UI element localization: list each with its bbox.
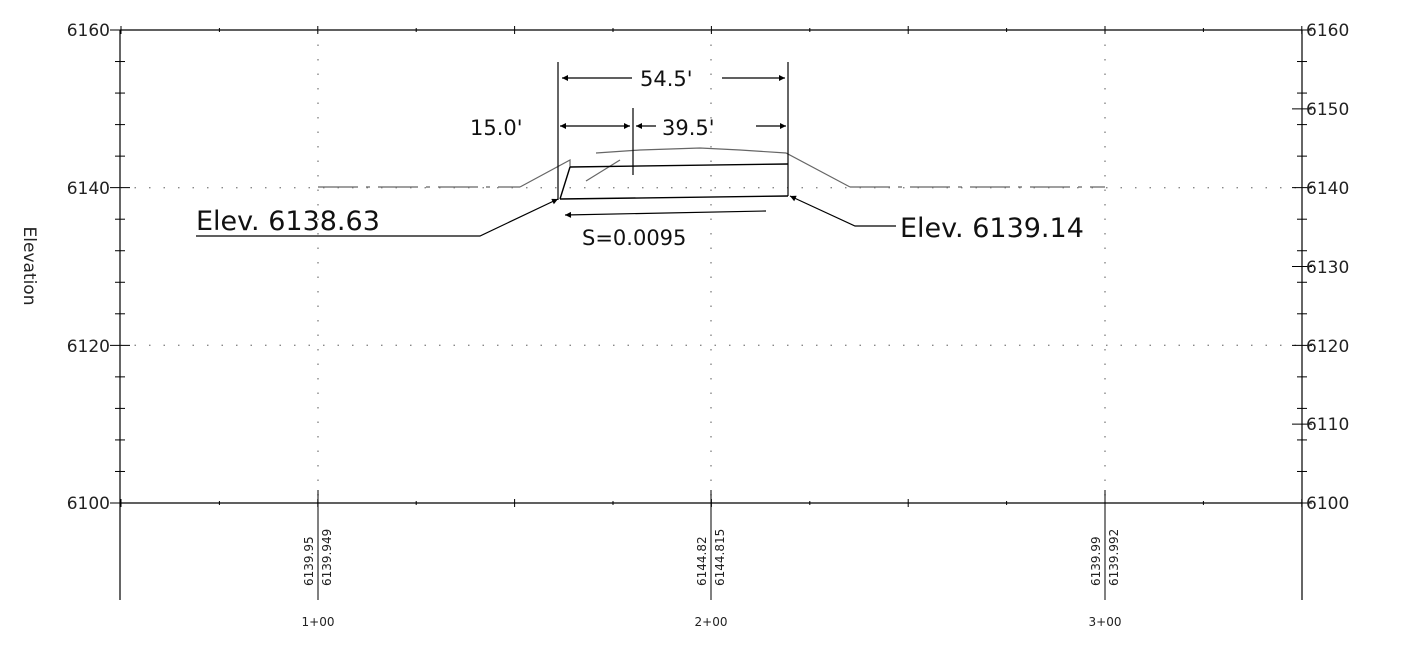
station-labels: 1+00 2+00 3+00 [302, 615, 1122, 629]
grid-lines [120, 30, 1302, 503]
station-label: 2+00 [695, 615, 728, 629]
slope-label: S=0.0095 [582, 226, 686, 250]
axis-ticks [110, 26, 1312, 507]
dimension-right: 39.5' [662, 116, 715, 140]
existing-ground-line [318, 147, 1105, 188]
dimension-lines [557, 62, 789, 200]
right-tick-label: 6110 [1306, 415, 1349, 435]
right-axis-labels: 6160 6150 6140 6130 6120 6110 6100 [1306, 21, 1349, 514]
station-lines [317, 490, 1106, 600]
left-tick-label: 6120 [67, 337, 110, 357]
station-elev-existing: 6139.99 [1089, 536, 1103, 586]
dimension-left: 15.0' [470, 116, 523, 140]
y-axis-title: Elevation [19, 227, 39, 306]
station-label: 1+00 [302, 615, 335, 629]
dimension-total: 54.5' [640, 67, 693, 91]
station-elev-proposed: 6139.949 [320, 529, 334, 586]
elevation-leaders [196, 195, 896, 237]
elev-right-label: Elev. 6139.14 [900, 213, 1084, 244]
left-tick-label: 6140 [67, 179, 110, 199]
station-elev-proposed: 6139.992 [1107, 529, 1121, 586]
left-tick-label: 6100 [67, 494, 110, 514]
right-tick-label: 6130 [1306, 258, 1349, 278]
left-tick-label: 6160 [67, 21, 110, 41]
right-tick-label: 6100 [1306, 494, 1349, 514]
left-axis-labels: 6160 6140 6120 6100 [67, 21, 110, 514]
elev-left-label: Elev. 6138.63 [196, 206, 380, 237]
right-tick-label: 6160 [1306, 21, 1349, 41]
right-tick-label: 6120 [1306, 337, 1349, 357]
station-elev-existing: 6139.95 [302, 536, 316, 586]
right-tick-label: 6150 [1306, 100, 1349, 120]
culvert-outline [559, 163, 789, 200]
station-label: 3+00 [1089, 615, 1122, 629]
station-elev-existing: 6144.82 [695, 536, 709, 586]
right-tick-label: 6140 [1306, 179, 1349, 199]
station-elevations: 6139.95 6139.949 6144.82 6144.815 6139.9… [302, 529, 1121, 586]
station-elev-proposed: 6144.815 [713, 529, 727, 586]
